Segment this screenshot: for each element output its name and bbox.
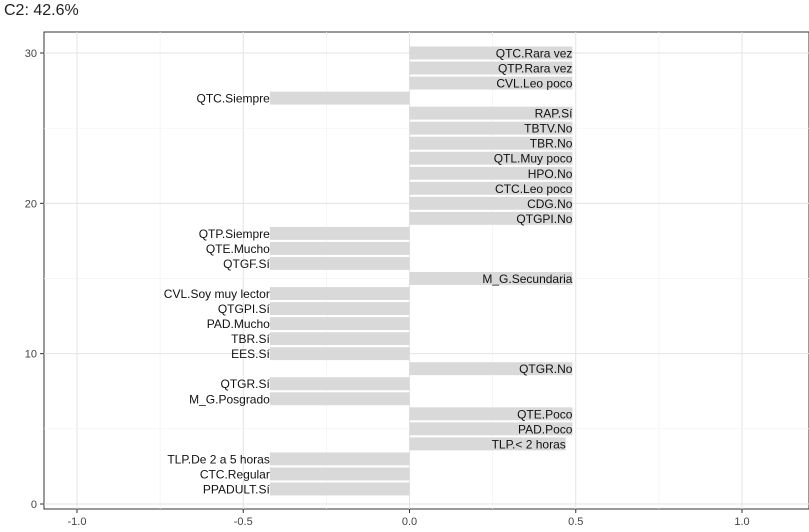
bar bbox=[409, 106, 573, 120]
bar-label: QTL.Muy poco bbox=[494, 152, 573, 166]
bar bbox=[269, 347, 410, 361]
y-tick-label: 0 bbox=[31, 499, 37, 511]
bar bbox=[409, 422, 573, 436]
bar bbox=[409, 136, 573, 150]
x-tick-label: -0.5 bbox=[234, 516, 253, 528]
bar-label: QTP.Rara vez bbox=[498, 62, 572, 76]
bar bbox=[409, 166, 573, 180]
bar-label: TBR.No bbox=[530, 137, 573, 151]
bars bbox=[269, 46, 573, 496]
bar bbox=[269, 377, 410, 391]
bar bbox=[409, 61, 573, 75]
bar bbox=[409, 46, 573, 60]
bar-label: CVL.Leo poco bbox=[496, 77, 572, 91]
bar bbox=[269, 91, 410, 105]
bar-label: PPADULT.Sí bbox=[203, 482, 271, 496]
bar-label: CTC.Regular bbox=[200, 467, 270, 481]
bar-label: CDG.No bbox=[527, 197, 573, 211]
bar-label: QTGR.Sí bbox=[221, 377, 271, 391]
bar bbox=[269, 392, 410, 406]
bar-label: QTGR.No bbox=[519, 362, 573, 376]
bar-label: HPO.No bbox=[528, 167, 573, 181]
bar bbox=[269, 257, 410, 270]
bar-label: PAD.Poco bbox=[518, 422, 573, 436]
bar-label: QTP.Siempre bbox=[199, 227, 270, 241]
bar bbox=[409, 362, 573, 376]
bar-label: EES.Sí bbox=[231, 347, 270, 361]
bar-label: CVL.Soy muy lector bbox=[164, 287, 270, 301]
bar-label: TLP.< 2 horas bbox=[492, 437, 566, 451]
bar bbox=[409, 196, 573, 210]
bar bbox=[269, 226, 410, 240]
bar bbox=[409, 181, 573, 195]
bar-label: QTC.Rara vez bbox=[496, 47, 573, 61]
bar-label: QTGPI.No bbox=[516, 212, 572, 226]
bar-label: QTGPI.Sí bbox=[218, 302, 271, 316]
x-tick-label: 0.0 bbox=[402, 516, 417, 528]
bar bbox=[269, 317, 410, 331]
bar bbox=[269, 332, 410, 346]
bar bbox=[269, 287, 410, 300]
y-tick-label: 30 bbox=[25, 48, 37, 60]
bar bbox=[409, 437, 566, 451]
bar-label: TLP.De 2 a 5 horas bbox=[167, 452, 270, 466]
bar-label: M_G.Posgrado bbox=[189, 392, 270, 406]
bar-label: TBTV.No bbox=[524, 122, 573, 136]
bar bbox=[409, 121, 573, 135]
bar bbox=[409, 151, 573, 165]
y-tick-label: 10 bbox=[25, 349, 37, 361]
bar bbox=[269, 452, 410, 466]
x-tick-label: 1.0 bbox=[734, 516, 749, 528]
bar bbox=[409, 76, 573, 90]
bar bbox=[269, 482, 410, 496]
chart-title: C2: 42.6% bbox=[4, 2, 79, 19]
bar bbox=[409, 407, 573, 421]
y-tick-label: 20 bbox=[25, 198, 37, 210]
x-tick-label: 0.5 bbox=[568, 516, 583, 528]
bar-label: CTC.Leo poco bbox=[495, 182, 573, 196]
bar-label: QTE.Mucho bbox=[206, 242, 270, 256]
bar bbox=[269, 467, 410, 481]
bar-label: RAP.Sí bbox=[535, 107, 573, 121]
bar bbox=[269, 302, 410, 316]
bar bbox=[409, 272, 573, 285]
x-tick-label: -1.0 bbox=[68, 516, 87, 528]
bar bbox=[409, 211, 573, 225]
bar-label: QTC.Siempre bbox=[196, 92, 270, 106]
bar-label: M_G.Secundaria bbox=[482, 272, 572, 286]
bar-label: QTGF.Sí bbox=[223, 257, 270, 271]
bar bbox=[269, 241, 410, 255]
bar-label: PAD.Mucho bbox=[207, 317, 270, 331]
axes: -1.0 -0.5 0.0 0.5 1.0 0 10 20 30 bbox=[25, 48, 750, 528]
bar-label: TBR.Sí bbox=[231, 332, 270, 346]
bar-label: QTE.Poco bbox=[517, 407, 573, 421]
